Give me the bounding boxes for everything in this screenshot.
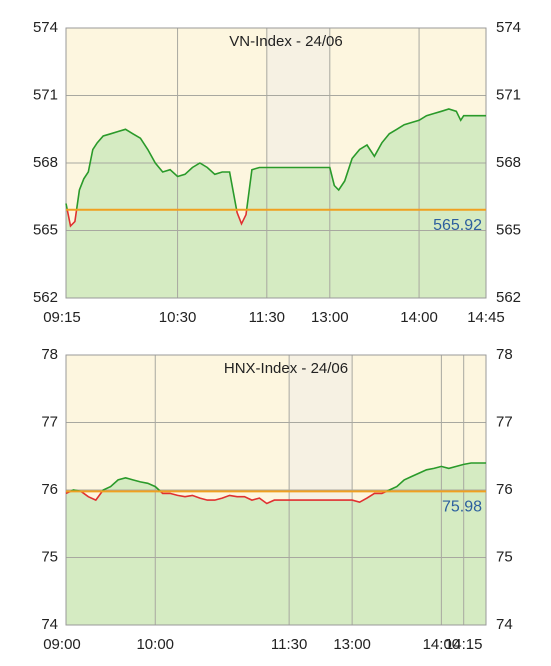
line	[65, 462, 486, 505]
y2-tick-label: 568	[496, 154, 521, 171]
y-tick-label: 574	[33, 19, 58, 36]
x-tick-label: 09:15	[43, 309, 81, 326]
y-tick-label: 571	[33, 86, 58, 103]
y2-tick-label: 77	[496, 413, 513, 430]
y-tick-label: 565	[33, 221, 58, 238]
x-tick-label: 14:15	[445, 636, 483, 653]
plot-border	[65, 354, 487, 626]
chart-title: HNX-Index - 24/06	[224, 360, 348, 377]
y-tick-label: 562	[33, 289, 58, 306]
y-tick-label: 78	[41, 346, 58, 363]
x-tick-label: 14:00	[400, 309, 438, 326]
y-tick-label: 568	[33, 154, 58, 171]
x-tick-label: 14:00	[423, 636, 461, 653]
y2-tick-label: 75	[496, 548, 513, 565]
line	[65, 108, 486, 228]
y-tick-label: 77	[41, 413, 58, 430]
y2-tick-label: 565	[496, 221, 521, 238]
reference-label: 565.92	[433, 217, 482, 234]
x-tick-label: 14:45	[467, 309, 505, 326]
x-tick-label: 13:00	[311, 309, 349, 326]
y2-tick-label: 571	[496, 86, 521, 103]
x-tick-label: 10:00	[136, 636, 174, 653]
x-tick-label: 09:00	[43, 636, 81, 653]
y-tick-label: 75	[41, 548, 58, 565]
y-tick-label: 76	[41, 481, 58, 498]
x-tick-label: 13:00	[333, 636, 371, 653]
x-tick-label: 10:30	[159, 309, 197, 326]
y2-tick-label: 78	[496, 346, 513, 363]
area	[66, 463, 486, 625]
reference-label: 75.98	[442, 499, 482, 516]
y-tick-label: 74	[41, 616, 58, 633]
x-tick-label: 11:30	[271, 636, 307, 653]
y2-tick-label: 562	[496, 289, 521, 306]
plot-border	[65, 27, 487, 299]
y2-tick-label: 574	[496, 19, 521, 36]
x-tick-label: 11:30	[249, 309, 285, 326]
area	[66, 109, 486, 298]
chart-title: VN-Index - 24/06	[229, 33, 342, 50]
y2-tick-label: 74	[496, 616, 513, 633]
y2-tick-label: 76	[496, 481, 513, 498]
